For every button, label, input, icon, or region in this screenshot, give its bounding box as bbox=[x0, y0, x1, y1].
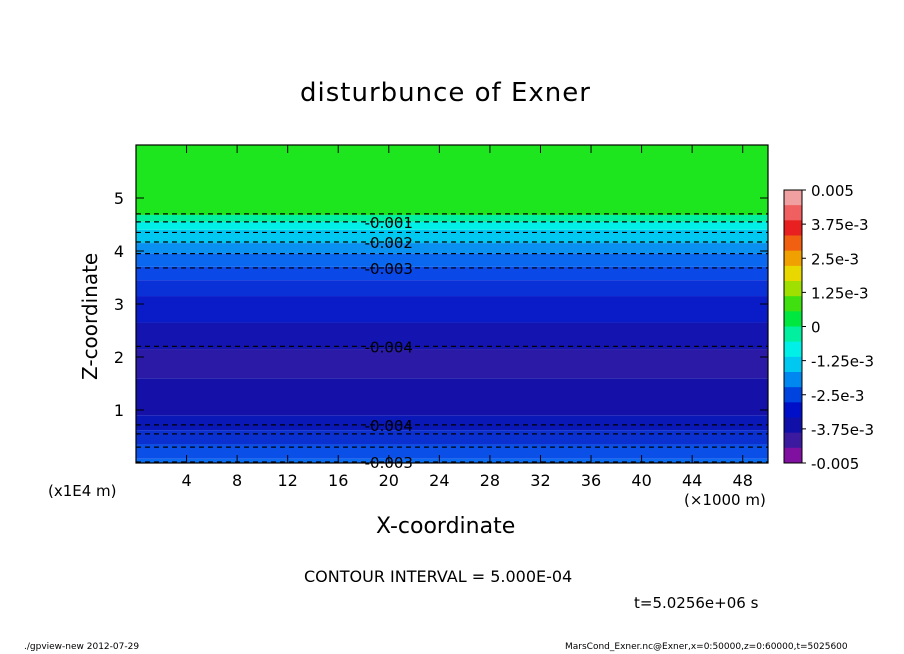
y-tick-label-4: 5 bbox=[114, 189, 124, 208]
contour-band-7 bbox=[136, 296, 768, 323]
colorbar-label-0: 0.005 bbox=[811, 182, 854, 200]
contour-label-9: -0.001 bbox=[365, 214, 413, 232]
colorbar-segment-16 bbox=[784, 432, 802, 449]
colorbar-segment-4 bbox=[784, 250, 802, 267]
colorbar-segment-10 bbox=[784, 341, 802, 358]
y-axis-label: Z-coordinate bbox=[78, 252, 102, 380]
contour-band-2 bbox=[136, 430, 768, 445]
contour-band-10 bbox=[136, 253, 768, 267]
contour-band-14 bbox=[136, 214, 768, 222]
colorbar-segment-15 bbox=[784, 417, 802, 434]
colorbar-segment-13 bbox=[784, 387, 802, 403]
x-tick-label-5: 24 bbox=[429, 471, 449, 490]
contour-band-4 bbox=[136, 378, 768, 416]
x-tick-label-8: 36 bbox=[581, 471, 601, 490]
x-axis-label: X-coordinate bbox=[376, 514, 516, 539]
contour-band-8 bbox=[136, 280, 768, 297]
time-label: t=5.0256e+06 s bbox=[634, 594, 759, 612]
colorbar-label-2: 2.5e-3 bbox=[811, 250, 859, 268]
contour-band-9 bbox=[136, 266, 768, 281]
y-tick-label-2: 3 bbox=[114, 295, 124, 314]
colorbar-label-1: 3.75e-3 bbox=[811, 216, 869, 234]
chart-title: disturbunce of Exner bbox=[300, 78, 591, 108]
contour-band-6 bbox=[136, 322, 768, 350]
contour-label-4: -0.004 bbox=[365, 338, 413, 356]
colorbar-segment-9 bbox=[784, 326, 802, 343]
footer-left: ./gpview-new 2012-07-29 bbox=[24, 642, 140, 652]
x-tick-label-11: 48 bbox=[733, 471, 753, 490]
colorbar-label-6: -2.5e-3 bbox=[811, 387, 864, 405]
colorbar-segment-1 bbox=[784, 205, 802, 221]
contour-label-3: -0.004 bbox=[365, 417, 413, 435]
contour-label-5: -0.003 bbox=[365, 260, 413, 278]
x-axis-unit: (×1000 m) bbox=[684, 491, 766, 509]
y-axis-unit: (x1E4 m) bbox=[48, 482, 117, 500]
footer-right: MarsCond_Exner.nc@Exner,x=0:50000,z=0:60… bbox=[565, 642, 848, 652]
colorbar-segment-8 bbox=[784, 311, 802, 327]
contour-band-15 bbox=[136, 145, 768, 215]
contour-label-7: -0.002 bbox=[365, 234, 413, 252]
colorbar-segment-6 bbox=[784, 281, 802, 297]
x-tick-label-2: 12 bbox=[278, 471, 298, 490]
colorbar-label-5: -1.25e-3 bbox=[811, 353, 874, 371]
colorbar-label-3: 1.25e-3 bbox=[811, 284, 869, 302]
x-tick-label-4: 20 bbox=[379, 471, 399, 490]
contour-interval: CONTOUR INTERVAL = 5.000E-04 bbox=[304, 567, 573, 586]
contour-band-5 bbox=[136, 349, 768, 379]
contour-band-3 bbox=[136, 415, 768, 431]
contour-band-13 bbox=[136, 221, 768, 230]
colorbar-label-4: 0 bbox=[811, 319, 821, 337]
colorbar-segment-2 bbox=[784, 220, 802, 236]
contour-band-11 bbox=[136, 243, 768, 254]
colorbar-segment-0 bbox=[784, 190, 802, 206]
x-tick-label-7: 32 bbox=[530, 471, 550, 490]
y-tick-label-3: 4 bbox=[114, 242, 124, 261]
contour-band-12 bbox=[136, 229, 768, 244]
colorbar-segment-11 bbox=[784, 356, 802, 373]
colorbar-segment-12 bbox=[784, 372, 802, 388]
x-tick-label-9: 40 bbox=[631, 471, 651, 490]
contour-band-0 bbox=[136, 458, 768, 463]
x-tick-label-6: 28 bbox=[480, 471, 500, 490]
y-tick-label-1: 2 bbox=[114, 348, 124, 367]
colorbar-label-7: -3.75e-3 bbox=[811, 421, 874, 439]
x-tick-label-3: 16 bbox=[328, 471, 348, 490]
contour-band-1 bbox=[136, 444, 768, 459]
x-tick-label-1: 8 bbox=[232, 471, 242, 490]
colorbar-segment-5 bbox=[784, 265, 802, 282]
colorbar-segment-7 bbox=[784, 296, 802, 312]
colorbar-segment-3 bbox=[784, 235, 802, 252]
y-tick-label-0: 1 bbox=[114, 401, 124, 420]
colorbar-segment-17 bbox=[784, 447, 802, 464]
colorbar-label-8: -0.005 bbox=[811, 455, 859, 473]
colorbar-segment-14 bbox=[784, 402, 802, 418]
x-tick-label-10: 44 bbox=[682, 471, 702, 490]
x-tick-label-0: 4 bbox=[181, 471, 191, 490]
